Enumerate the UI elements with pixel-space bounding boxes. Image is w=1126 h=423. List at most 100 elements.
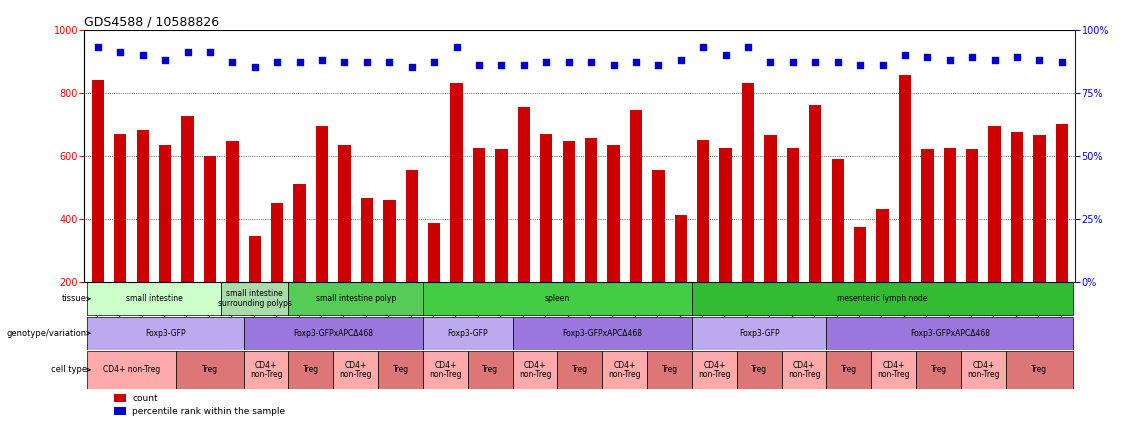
Point	[1030, 56, 1048, 63]
Point	[695, 44, 713, 51]
Bar	[473, 148, 485, 345]
Bar	[181, 116, 194, 345]
Bar	[1011, 132, 1024, 345]
Bar	[831, 159, 843, 345]
Text: mesenteric lymph node: mesenteric lymph node	[838, 294, 928, 303]
Text: GDS4588 / 10588826: GDS4588 / 10588826	[84, 16, 220, 28]
Point	[605, 61, 623, 68]
Point	[134, 52, 152, 58]
Text: CD4+ non-Treg: CD4+ non-Treg	[102, 365, 160, 374]
Point	[1053, 59, 1071, 66]
Point	[381, 59, 399, 66]
Point	[896, 52, 914, 58]
Point	[963, 54, 981, 61]
Bar	[899, 75, 911, 345]
Point	[985, 56, 1003, 63]
Bar	[826, 351, 872, 389]
Text: CD4+
non-Treg: CD4+ non-Treg	[519, 360, 552, 379]
Text: CD4+
non-Treg: CD4+ non-Treg	[339, 360, 372, 379]
Text: CD4+
non-Treg: CD4+ non-Treg	[788, 360, 821, 379]
Bar	[966, 149, 978, 345]
Bar	[787, 148, 799, 345]
Point	[403, 64, 421, 71]
Bar	[518, 107, 530, 345]
Bar	[177, 351, 243, 389]
Point	[358, 59, 376, 66]
Point	[716, 52, 734, 58]
Bar	[226, 141, 239, 345]
Text: spleen: spleen	[545, 294, 570, 303]
Bar	[360, 198, 373, 345]
Point	[492, 61, 510, 68]
Bar	[876, 209, 888, 345]
Bar	[602, 351, 647, 389]
Point	[806, 59, 824, 66]
Bar	[629, 110, 642, 345]
Bar	[944, 148, 956, 345]
Bar	[692, 282, 1073, 315]
Bar	[450, 83, 463, 345]
Text: CD4+
non-Treg: CD4+ non-Treg	[877, 360, 910, 379]
Bar	[467, 351, 512, 389]
Bar	[383, 200, 395, 345]
Point	[784, 59, 802, 66]
Text: percentile rank within the sample: percentile rank within the sample	[132, 407, 285, 416]
Text: Treg: Treg	[661, 365, 678, 374]
Bar	[781, 351, 826, 389]
Bar	[249, 236, 261, 345]
Bar	[495, 149, 508, 345]
Bar	[221, 282, 288, 315]
Text: tissue: tissue	[62, 294, 87, 303]
Text: cell type: cell type	[51, 365, 87, 374]
Bar	[423, 351, 467, 389]
Text: Treg: Treg	[930, 365, 947, 374]
Bar	[243, 317, 423, 350]
Point	[582, 59, 600, 66]
Bar	[114, 134, 126, 345]
Point	[1008, 54, 1026, 61]
Bar	[692, 351, 736, 389]
Bar	[921, 149, 933, 345]
Point	[739, 44, 757, 51]
Point	[426, 59, 444, 66]
Bar	[765, 135, 777, 345]
Point	[672, 56, 690, 63]
Text: Treg: Treg	[393, 365, 409, 374]
Bar	[692, 317, 826, 350]
Bar	[1034, 135, 1046, 345]
Bar	[87, 282, 221, 315]
Bar	[243, 351, 288, 389]
Text: small intestine polyp: small intestine polyp	[315, 294, 396, 303]
Bar	[960, 351, 1006, 389]
Point	[515, 61, 533, 68]
Bar	[810, 105, 822, 345]
Bar	[271, 203, 284, 345]
Bar	[652, 170, 664, 345]
Bar	[584, 138, 597, 345]
Point	[447, 44, 465, 51]
Text: Foxp3-GFPxAPCΔ468: Foxp3-GFPxAPCΔ468	[910, 329, 990, 338]
Bar	[87, 351, 177, 389]
Text: Treg: Treg	[841, 365, 857, 374]
Text: Treg: Treg	[202, 365, 218, 374]
Point	[941, 56, 959, 63]
Bar	[428, 223, 440, 345]
Bar	[854, 226, 866, 345]
Text: Foxp3-GFPxAPCΔ468: Foxp3-GFPxAPCΔ468	[293, 329, 374, 338]
Bar	[288, 351, 333, 389]
Text: Treg: Treg	[751, 365, 767, 374]
Point	[650, 61, 668, 68]
Text: small intestine: small intestine	[126, 294, 182, 303]
Bar	[136, 130, 149, 345]
Bar	[333, 351, 378, 389]
Bar	[742, 83, 754, 345]
Point	[560, 59, 578, 66]
Bar	[607, 145, 619, 345]
Point	[245, 64, 263, 71]
Point	[268, 59, 286, 66]
Point	[89, 44, 107, 51]
Bar	[540, 134, 553, 345]
Text: Treg: Treg	[1031, 365, 1047, 374]
Text: Foxp3-GFP: Foxp3-GFP	[447, 329, 488, 338]
Point	[829, 59, 847, 66]
